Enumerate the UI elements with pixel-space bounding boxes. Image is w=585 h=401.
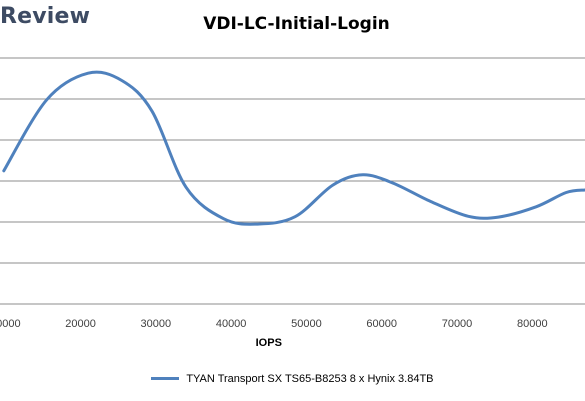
x-axis-ticks: 10000 20000 30000 40000 50000 60000 70000 80000	[0, 318, 548, 330]
x-tick-label: 20000	[65, 318, 96, 330]
legend-label: TYAN Transport SX TS65-B8253 8 x Hynix 3…	[186, 373, 434, 385]
series-line	[2, 70, 585, 226]
x-tick-label: 80000	[517, 318, 548, 330]
x-tick-label: 50000	[291, 318, 322, 330]
legend-swatch	[151, 376, 180, 380]
x-tick-label: 30000	[141, 318, 172, 330]
series-layer	[2, 70, 585, 226]
x-tick-label: 10000	[0, 318, 21, 330]
gridlines	[0, 57, 585, 305]
chart-title: VDI-LC-Initial-Login	[203, 14, 390, 34]
x-tick-label: 70000	[442, 318, 473, 330]
x-tick-label: 40000	[216, 318, 247, 330]
x-axis-title: IOPS	[256, 337, 282, 349]
legend: TYAN Transport SX TS65-B8253 8 x Hynix 3…	[0, 373, 585, 385]
x-tick-label: 60000	[366, 318, 397, 330]
site-watermark: Review	[0, 4, 91, 29]
